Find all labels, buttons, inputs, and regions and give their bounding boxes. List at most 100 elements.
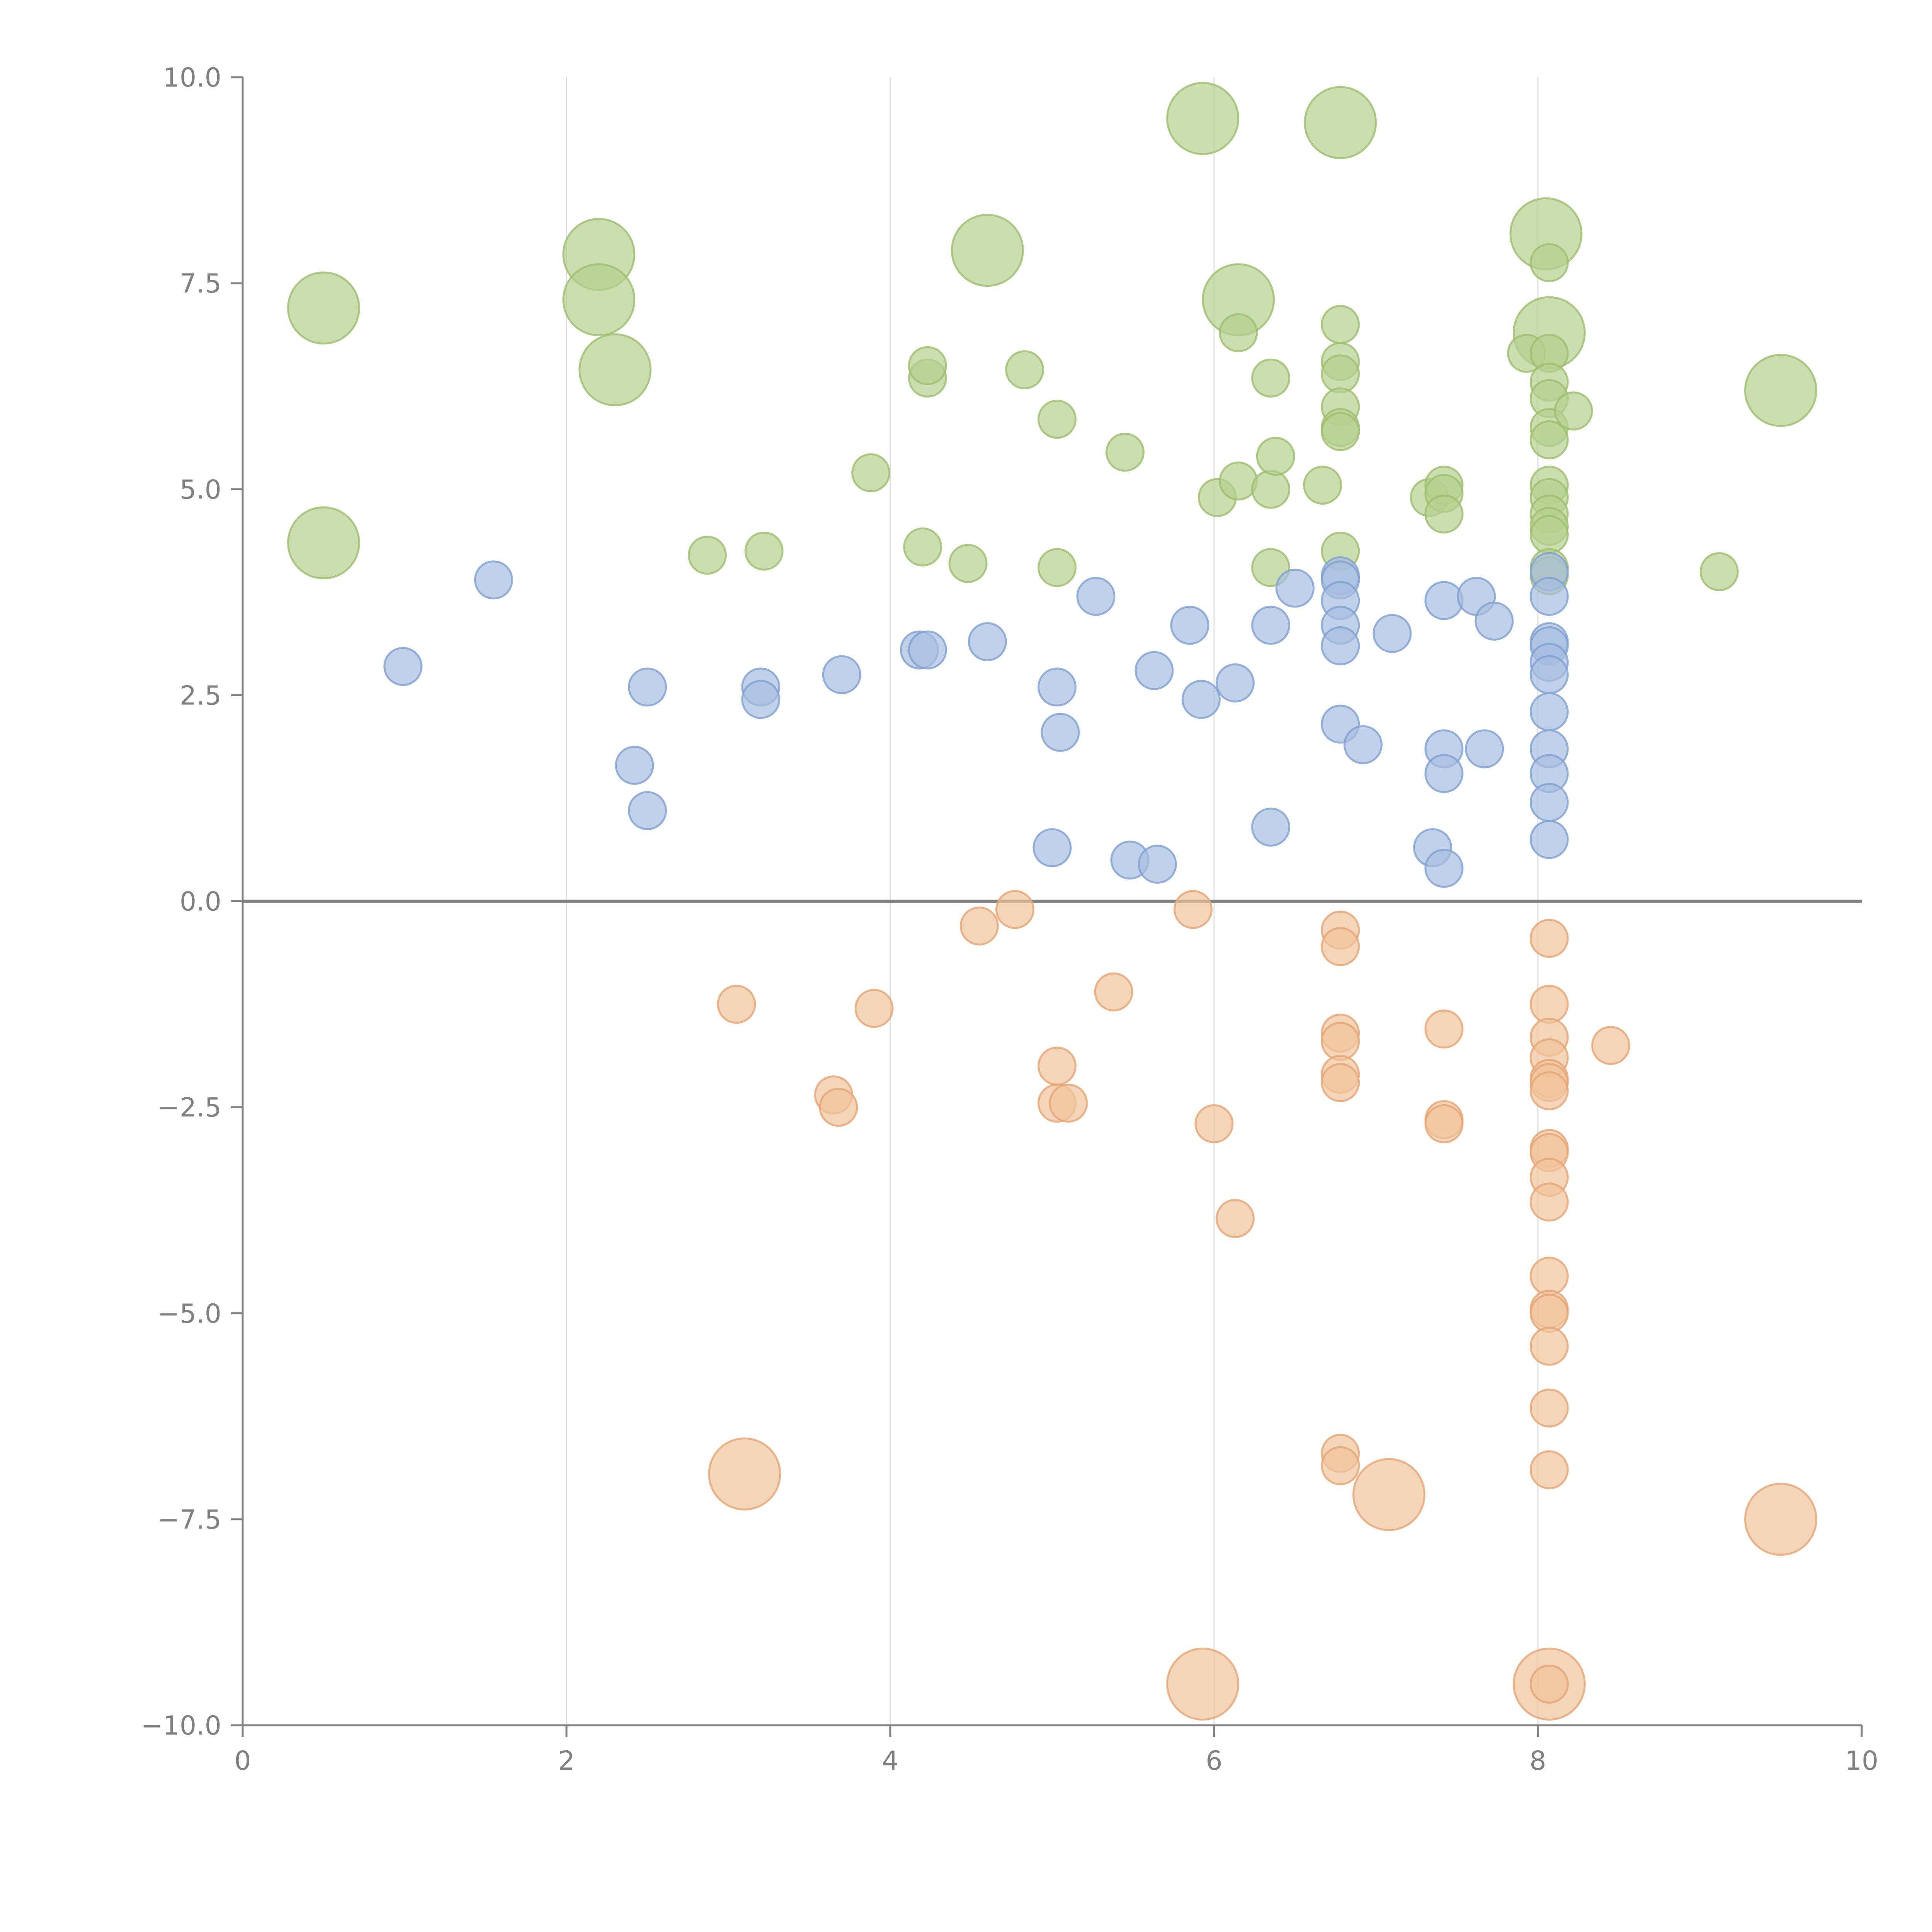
- data-bubble-s2-9: [959, 906, 999, 946]
- data-bubble-s1-10: [968, 622, 1007, 662]
- x-tick-label-4: 8: [1529, 1746, 1546, 1776]
- data-bubble-s0-33: [1321, 354, 1360, 394]
- data-bubble-s2-46: [1529, 1664, 1569, 1704]
- data-bubble-s1-35: [1424, 754, 1464, 793]
- data-bubble-s2-39: [1529, 1182, 1569, 1222]
- data-bubble-s2-21: [1321, 1022, 1360, 1061]
- data-bubble-s0-24: [1219, 461, 1258, 501]
- data-bubble-s0-48: [1529, 420, 1569, 459]
- y-tick-label-1: 7.5: [180, 269, 221, 299]
- data-bubble-s1-30: [1343, 725, 1383, 764]
- x-tick-label-3: 6: [1206, 1746, 1222, 1776]
- y-tick-label-4: 0.0: [180, 887, 221, 917]
- data-bubble-s1-46: [1529, 692, 1569, 731]
- data-bubble-s0-1: [287, 506, 360, 580]
- data-bubble-s0-36: [1321, 412, 1360, 451]
- data-bubble-s0-5: [951, 214, 1024, 287]
- data-bubble-s0-30: [1303, 466, 1342, 505]
- data-bubble-s1-19: [1181, 680, 1221, 719]
- data-bubble-s1-38: [1465, 729, 1504, 769]
- data-bubble-s2-7: [819, 1088, 858, 1127]
- y-tick-label-5: −2.5: [158, 1093, 221, 1123]
- data-bubble-s1-22: [1251, 808, 1291, 847]
- data-bubble-s0-18: [948, 544, 988, 583]
- data-bubble-s0-6: [1166, 82, 1240, 155]
- data-bubble-s1-1: [474, 560, 513, 600]
- data-bubble-s2-5: [717, 985, 756, 1024]
- data-bubble-s0-20: [1037, 400, 1077, 439]
- x-tick-label-0: 0: [234, 1746, 251, 1776]
- data-bubble-s0-56: [1554, 391, 1593, 431]
- data-bubble-s2-0: [708, 1437, 781, 1511]
- data-bubble-s1-18: [1170, 605, 1209, 645]
- data-bubble-s2-19: [1321, 927, 1360, 966]
- data-bubble-s2-47: [1591, 1026, 1631, 1065]
- y-tick-label-8: −10.0: [141, 1711, 221, 1741]
- data-bubble-s2-28: [1424, 1104, 1464, 1143]
- data-bubble-s1-33: [1424, 581, 1464, 620]
- data-bubble-s1-3: [628, 667, 667, 707]
- data-bubble-s1-16: [1134, 651, 1174, 690]
- data-bubble-s0-22: [1105, 432, 1145, 472]
- data-bubble-s1-23: [1276, 568, 1315, 608]
- data-bubble-s2-13: [1049, 1083, 1088, 1123]
- y-tick-label-6: −5.0: [158, 1299, 221, 1329]
- data-bubble-s0-21: [1037, 548, 1077, 587]
- data-bubble-s1-50: [1529, 820, 1569, 859]
- data-bubble-s1-9: [908, 630, 947, 670]
- data-bubble-s0-19: [1005, 350, 1044, 389]
- data-bubble-s0-14: [851, 453, 891, 493]
- data-bubble-s0-25: [1219, 313, 1258, 352]
- data-bubble-s1-13: [1041, 713, 1080, 752]
- data-bubble-s1-11: [1032, 828, 1072, 867]
- y-tick-label-2: 5.0: [180, 474, 221, 505]
- data-bubble-s0-53: [1529, 515, 1569, 554]
- data-bubble-s0-27: [1251, 469, 1291, 509]
- y-tick-label-3: 2.5: [180, 680, 221, 711]
- data-bubble-s0-0: [287, 271, 360, 345]
- data-bubble-s0-11: [1744, 354, 1817, 427]
- data-bubble-s2-1: [1166, 1647, 1240, 1721]
- x-axis-ticks: 0 2 4 6 8 10: [234, 1725, 1878, 1776]
- data-bubble-s0-31: [1321, 305, 1360, 344]
- data-bubble-s1-12: [1037, 667, 1077, 707]
- y-tick-label-7: −7.5: [158, 1505, 221, 1535]
- data-bubble-s2-45: [1529, 1450, 1569, 1490]
- data-bubble-s0-13: [744, 531, 784, 571]
- data-bubble-s2-43: [1529, 1327, 1569, 1366]
- data-bubble-s0-17: [908, 346, 947, 385]
- data-bubble-s2-15: [1173, 890, 1213, 929]
- data-bubble-s0-57: [1699, 552, 1739, 591]
- data-bubble-s0-43: [1529, 243, 1569, 282]
- data-bubble-s2-35: [1529, 1071, 1569, 1111]
- data-bubble-s2-14: [1094, 972, 1133, 1012]
- data-bubble-s0-26: [1251, 358, 1291, 398]
- data-bubble-s2-26: [1424, 1009, 1464, 1049]
- data-bubble-s1-49: [1529, 783, 1569, 822]
- data-bubble-s2-23: [1321, 1063, 1360, 1102]
- data-bubble-s1-7: [822, 655, 861, 694]
- data-bubble-s1-6: [741, 680, 781, 719]
- data-bubble-s1-21: [1251, 605, 1291, 645]
- data-bubble-s2-10: [995, 890, 1035, 929]
- data-bubble-s1-45: [1529, 655, 1569, 694]
- data-bubble-s0-41: [1424, 494, 1464, 534]
- data-bubble-s1-17: [1138, 845, 1177, 884]
- data-bubble-s1-0: [383, 647, 423, 686]
- data-bubble-s2-29: [1529, 918, 1569, 958]
- data-bubble-s2-17: [1215, 1199, 1255, 1238]
- data-bubble-s2-4: [1744, 1483, 1817, 1556]
- data-bubble-s2-40: [1529, 1257, 1569, 1296]
- data-bubble-s1-36: [1424, 849, 1464, 888]
- data-bubble-s0-3: [562, 263, 636, 337]
- data-bubble-s0-7: [1304, 86, 1377, 159]
- x-tick-label-5: 10: [1845, 1746, 1879, 1776]
- data-bubble-s1-31: [1372, 614, 1412, 653]
- data-bubble-s1-2: [615, 746, 654, 785]
- data-bubbles: [287, 82, 1817, 1721]
- axes: [242, 77, 1862, 1726]
- series-1: [383, 552, 1569, 888]
- series-2: [708, 890, 1817, 1721]
- data-bubble-s1-14: [1076, 577, 1116, 616]
